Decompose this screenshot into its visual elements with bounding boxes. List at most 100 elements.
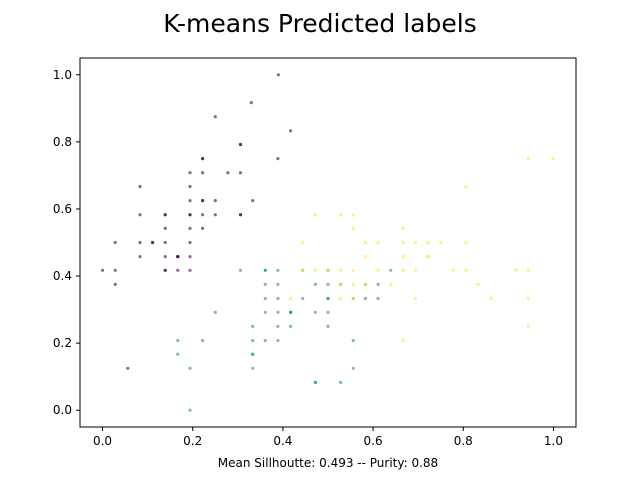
data-point [263, 310, 267, 314]
data-point [439, 240, 443, 245]
data-point [426, 255, 430, 259]
data-point [376, 268, 380, 272]
data-point [188, 408, 192, 412]
data-point [301, 268, 305, 272]
data-point [413, 240, 418, 245]
x-tick-label: 0.8 [454, 434, 473, 448]
data-point [238, 171, 243, 175]
data-point [289, 129, 293, 133]
data-point [251, 338, 255, 343]
data-point [213, 213, 217, 217]
y-tick-label: 0.6 [53, 202, 72, 216]
data-point [339, 213, 343, 217]
data-point [238, 142, 243, 147]
y-tick-label: 1.0 [53, 68, 72, 82]
data-point [313, 268, 317, 272]
data-point [351, 296, 355, 301]
data-point [126, 366, 130, 370]
data-point [339, 380, 343, 384]
data-point [251, 199, 255, 203]
data-point [301, 240, 305, 245]
x-axis-ticks: 0.0 0.2 0.4 0.6 0.8 1.0 [93, 427, 563, 448]
data-point [476, 282, 480, 286]
data-point [113, 268, 117, 272]
data-point [188, 213, 192, 217]
x-tick-label: 1.0 [544, 434, 563, 448]
data-point [276, 157, 280, 161]
data-point [289, 296, 293, 301]
data-point [276, 268, 280, 272]
data-point [201, 226, 205, 230]
data-point [138, 240, 142, 245]
data-point [276, 338, 280, 343]
data-point [276, 282, 280, 286]
data-point [188, 366, 192, 370]
data-point [363, 296, 367, 301]
data-point [289, 324, 293, 328]
data-point [176, 268, 180, 272]
data-point [326, 268, 330, 272]
y-axis-ticks: 0.0 0.2 0.4 0.6 0.8 1.0 [53, 68, 80, 417]
data-point [326, 296, 330, 301]
data-point [451, 268, 455, 272]
data-point [163, 255, 167, 259]
data-point [351, 282, 355, 286]
y-tick-label: 0.2 [53, 336, 72, 350]
data-point [551, 157, 556, 161]
data-point [326, 282, 330, 286]
y-tick-label: 0.8 [53, 135, 72, 149]
data-point [113, 240, 117, 245]
data-point [201, 338, 205, 343]
data-point [276, 73, 280, 77]
data-point [263, 282, 267, 286]
data-point [401, 255, 405, 259]
x-axis-label: Mean Sillhoutte: 0.493 -- Purity: 0.88 [218, 456, 438, 470]
data-point [326, 310, 330, 314]
data-point [238, 213, 243, 217]
data-point [251, 366, 255, 370]
data-point [413, 268, 418, 272]
x-tick-label: 0.2 [183, 434, 202, 448]
data-point [401, 268, 405, 272]
data-point [213, 115, 217, 119]
data-point [138, 184, 142, 189]
data-point [363, 240, 367, 245]
data-point [401, 240, 405, 245]
data-point [213, 310, 217, 314]
data-point [138, 255, 142, 259]
data-point [464, 240, 468, 245]
data-point [151, 240, 155, 245]
data-point [276, 324, 280, 328]
data-point [301, 296, 305, 301]
data-point [201, 213, 205, 217]
data-point [113, 282, 117, 286]
data-point [339, 296, 343, 301]
data-point [351, 268, 355, 272]
plot-frame [79, 57, 577, 428]
data-point [188, 240, 192, 245]
data-point [376, 240, 380, 245]
data-point [464, 184, 468, 189]
data-point [163, 213, 167, 217]
data-point [351, 226, 355, 230]
data-point [313, 380, 317, 384]
data-point [188, 255, 192, 259]
x-tick-label: 0.4 [273, 434, 292, 448]
data-point [188, 226, 192, 230]
data-point [188, 171, 192, 175]
data-point [226, 171, 230, 175]
y-tick-label: 0.4 [53, 269, 72, 283]
data-point [351, 213, 355, 217]
data-point [376, 282, 380, 286]
data-point [489, 296, 493, 301]
data-point [526, 324, 530, 328]
data-point [389, 268, 393, 272]
data-point [326, 324, 330, 328]
data-point [163, 240, 167, 245]
data-point [201, 157, 205, 161]
data-point [100, 268, 105, 272]
data-point [238, 268, 243, 272]
x-tick-label: 0.0 [93, 434, 112, 448]
